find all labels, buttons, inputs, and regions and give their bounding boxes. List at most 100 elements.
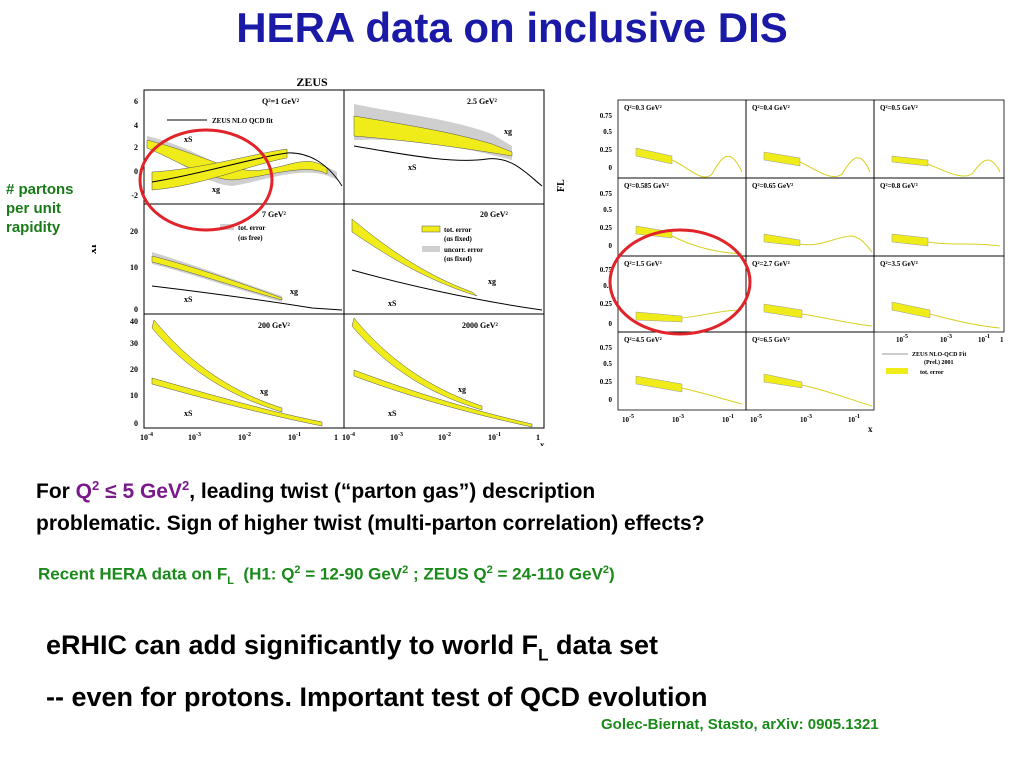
xtick: 10-2	[238, 432, 251, 442]
fl-legend-item: (Prel.) 2001	[924, 359, 954, 366]
text-rest: , leading twist (“parton gas”) descripti…	[189, 480, 596, 503]
band-xs	[151, 255, 283, 301]
twist-paragraph: For Q2 ≤ 5 GeV2, leading twist (“parton …	[36, 470, 705, 540]
fl-band	[763, 373, 803, 389]
fl-panel-label: Q²=3.5 GeV²	[880, 260, 918, 268]
fl-ytick: 0.25	[600, 224, 613, 232]
text-for: For	[36, 480, 76, 503]
xtick: 10-1	[288, 432, 301, 442]
fl-recent-data: Recent HERA data on FL (H1: Q2 = 12-90 G…	[38, 564, 615, 587]
fl-ytick: 0	[609, 164, 613, 172]
fl-ytick: 0.5	[603, 282, 612, 290]
fl-xtick: 10-1	[722, 414, 734, 424]
fl-panel-label: Q²=2.7 GeV²	[752, 260, 790, 268]
ytick: 0	[134, 419, 138, 428]
annotation-line-2: per unit	[6, 200, 61, 217]
xtick: 1	[536, 433, 540, 442]
fl-sub: L	[538, 645, 549, 665]
fl-band	[635, 311, 683, 323]
erhic-text-end: data set	[548, 630, 658, 660]
twist-line-1: For Q2 ≤ 5 GeV2, leading twist (“parton …	[36, 470, 705, 508]
xtick: 10-4	[342, 432, 355, 442]
fl-ytick: 0.75	[600, 344, 613, 352]
fl-panel-label: Q²=6.5 GeV²	[752, 336, 790, 344]
fl-band	[635, 147, 673, 165]
band-xs	[353, 369, 533, 428]
label-xs: xS	[388, 409, 397, 418]
q-exponent: 2	[92, 478, 100, 493]
fl-panel-label: Q²=1.5 GeV²	[624, 260, 662, 268]
legend-item: tot. error	[444, 226, 471, 234]
fl-panel-label: Q²=4.5 GeV²	[624, 336, 662, 344]
panel-frame	[143, 313, 345, 429]
fl-ytick: 0.25	[600, 146, 613, 154]
erhic-text: eRHIC can add significantly to world F	[46, 630, 539, 660]
fl-ytick: 0.5	[603, 206, 612, 214]
fl-panel-frame	[873, 255, 1005, 333]
fl-band	[891, 155, 929, 167]
label-xs: xS	[184, 295, 193, 304]
zeus-pdf-figure: ZEUS xf Q²=1 GeV² ZEUS NLO QCD fit xS xg…	[92, 74, 550, 446]
fl-band	[891, 233, 929, 247]
fl-panel-label: Q²=0.65 GeV²	[752, 182, 793, 190]
fl-curve	[927, 241, 1001, 247]
label-xg: xg	[212, 185, 220, 194]
fl-xtick: 10-1	[978, 334, 990, 344]
panel-q2-label: 20 GeV²	[480, 210, 509, 219]
fl-panel-label: Q²=0.4 GeV²	[752, 104, 790, 112]
fl-ytick: 0.75	[600, 112, 613, 120]
fl-panel-label: Q²=0.5 GeV²	[880, 104, 918, 112]
fl-panel-label: Q²=0.8 GeV²	[880, 182, 918, 190]
close-paren: )	[609, 564, 615, 584]
band-xs	[151, 377, 323, 427]
fl-ytick: 0	[609, 396, 613, 404]
fl-xtick: 10-3	[940, 334, 952, 344]
fl-xtick: 10-1	[848, 414, 860, 424]
gev-exponent: 2	[181, 478, 190, 493]
legend-item: (αs fixed)	[444, 235, 472, 243]
xtick: 10-2	[438, 432, 451, 442]
fl-curve	[671, 235, 743, 255]
legend-item: tot. error	[238, 224, 265, 232]
panel-q2-label: 200 GeV²	[258, 321, 291, 330]
ytick: 40	[130, 317, 138, 326]
erhic-paragraph: eRHIC can add significantly to world FL …	[46, 624, 708, 718]
exp: 2	[602, 564, 610, 576]
annotation-line-1: # partons	[6, 181, 74, 198]
band-xs	[351, 218, 478, 297]
fl-text: Recent HERA data on F	[38, 564, 228, 584]
fl-xtick: 10-5	[750, 414, 762, 424]
q-symbol: Q	[75, 480, 93, 503]
ytick: 4	[134, 121, 138, 130]
fl-band	[635, 375, 683, 393]
citation: Golec-Biernat, Stasto, arXiv: 0905.1321	[601, 716, 879, 733]
band-xg	[151, 319, 283, 413]
panel-q2-label: 7 GeV²	[262, 210, 287, 219]
ytick: 0	[134, 167, 138, 176]
fl-ytick: 0.25	[600, 378, 613, 386]
legend-item: uncorr. error	[444, 246, 483, 254]
xtick: 10-3	[188, 432, 201, 442]
fl-xtick: 10-5	[622, 414, 634, 424]
fl-ytick: 0.5	[603, 128, 612, 136]
fl-ytick: 0.5	[603, 360, 612, 368]
fl-legend-item: tot. error	[920, 370, 944, 376]
ytick: 6	[134, 97, 138, 106]
fl-band	[763, 303, 803, 319]
fl-curve	[801, 384, 873, 407]
ytick: 10	[130, 263, 138, 272]
h1-range: = 12-90 GeV	[300, 564, 403, 584]
erhic-line-1: eRHIC can add significantly to world FL …	[46, 624, 708, 676]
fl-panel-frame	[745, 331, 875, 411]
right-xlabel: x	[868, 424, 873, 434]
label-xs: xS	[388, 299, 397, 308]
ytick: 10	[130, 391, 138, 400]
label-xs: xS	[184, 409, 193, 418]
label-xg: xg	[260, 387, 268, 396]
fl-curve	[681, 387, 743, 405]
band-xs-grey	[147, 136, 337, 186]
legend-swatch-uncorr	[422, 246, 440, 252]
fl-curve	[671, 155, 743, 178]
fl-curve	[927, 159, 1001, 177]
ytick: 0	[134, 305, 138, 314]
